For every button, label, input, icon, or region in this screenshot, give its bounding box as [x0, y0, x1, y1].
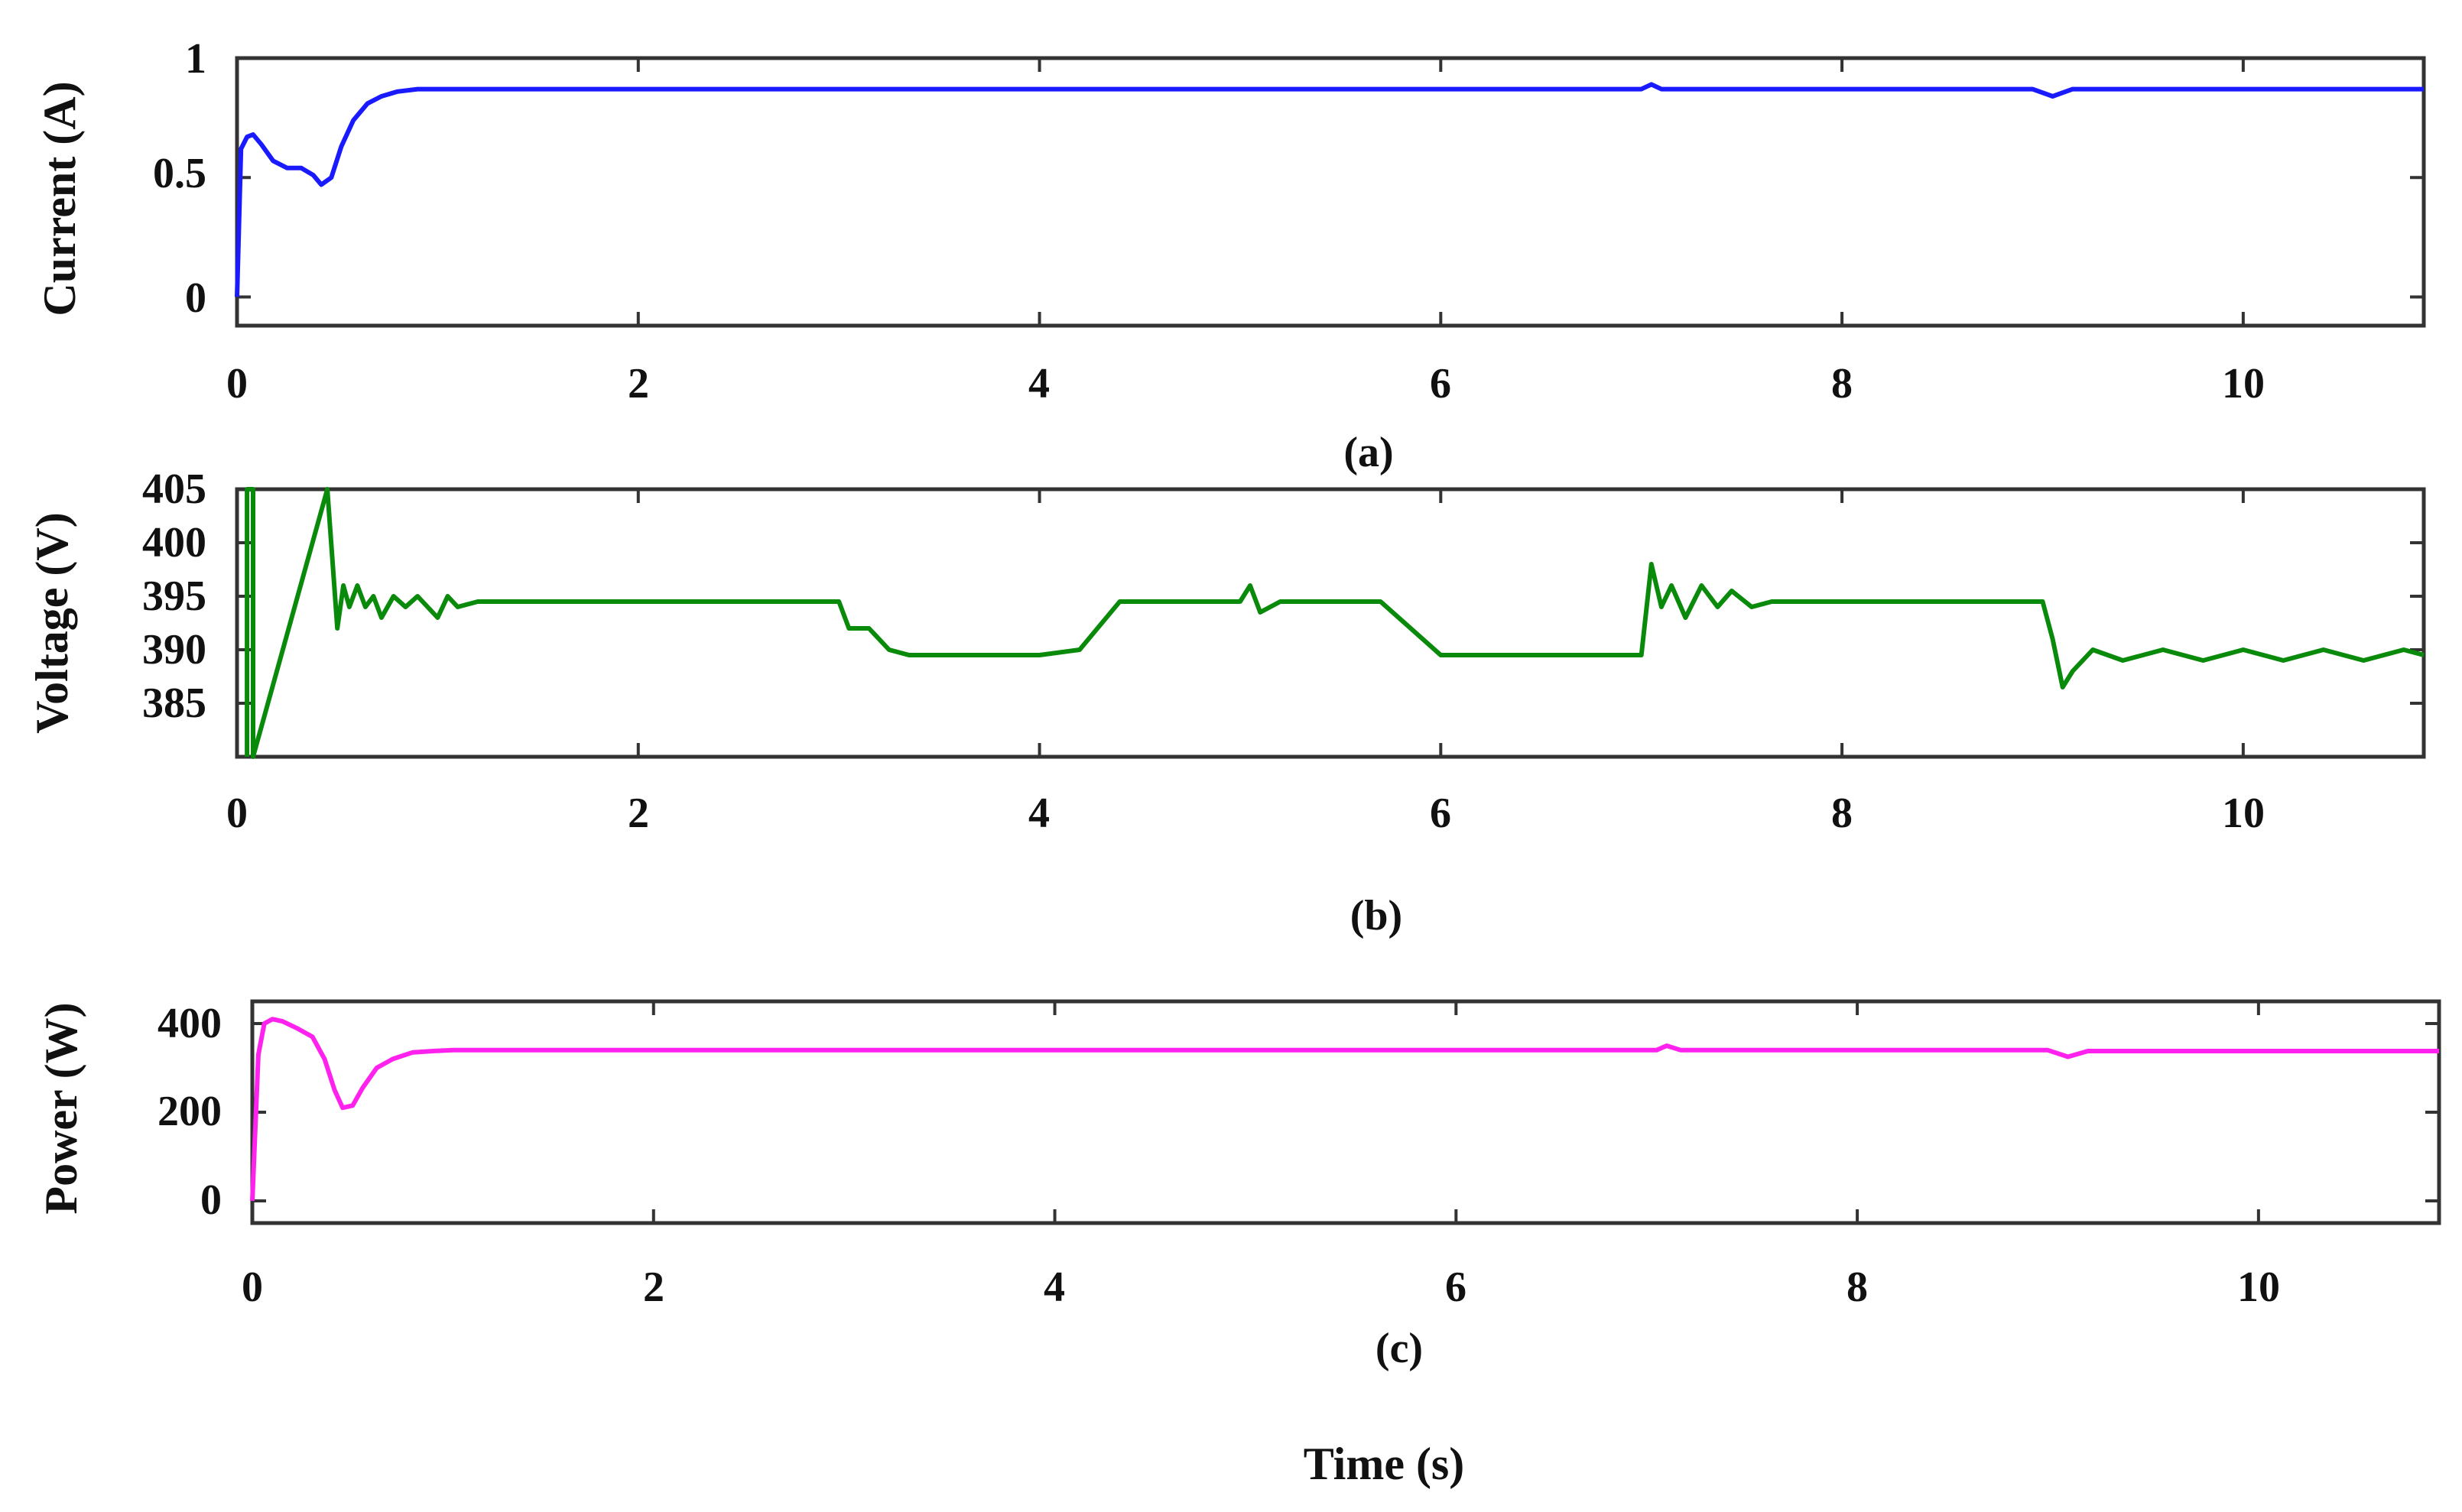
tick-marks-current — [235, 57, 2424, 326]
caption-a: (a) — [1343, 429, 1393, 476]
tick-marks-power — [251, 1001, 2439, 1223]
x-tick-label-current-2: 2 — [628, 360, 649, 407]
power-series-line — [250, 1017, 2439, 1202]
plot-frame-power — [250, 999, 2441, 1225]
y-tick-label-current-0: 0 — [185, 274, 206, 322]
y-tick-label-voltage-400: 400 — [142, 519, 206, 566]
x-tick-label-current-6: 6 — [1430, 360, 1451, 407]
x-tick-label-power-6: 6 — [1445, 1264, 1466, 1311]
y-tick-label-voltage-390: 390 — [142, 626, 206, 673]
y-tick-label-voltage-385: 385 — [142, 680, 206, 727]
panel-voltage: 385 390 395 400 405 0 2 4 6 8 10 Voltage… — [27, 466, 2426, 939]
y-tick-label-voltage-395: 395 — [142, 573, 206, 620]
x-tick-label-voltage-4: 4 — [1028, 790, 1050, 837]
plot-frame-voltage — [235, 487, 2426, 759]
x-tick-label-voltage-10: 10 — [2222, 790, 2265, 837]
x-tick-label-voltage-0: 0 — [226, 790, 248, 837]
x-tick-label-voltage-6: 6 — [1430, 790, 1451, 837]
x-tick-label-voltage-8: 8 — [1831, 790, 1853, 837]
y-tick-label-current-2: 1 — [185, 35, 206, 83]
y-tick-label-current-1: 0.5 — [153, 150, 206, 197]
y-tick-label-power-0: 0 — [200, 1176, 222, 1224]
x-tick-label-current-4: 4 — [1028, 360, 1050, 407]
tick-marks-voltage — [235, 488, 2424, 757]
x-axis-title-time: Time (s) — [1304, 1439, 1465, 1489]
y-tick-label-voltage-405: 405 — [142, 466, 206, 513]
x-tick-label-power-8: 8 — [1846, 1264, 1868, 1311]
x-tick-label-power-2: 2 — [643, 1264, 664, 1311]
caption-b: (b) — [1350, 892, 1402, 939]
voltage-series-line — [245, 487, 2425, 759]
panel-current: 0 0.5 1 0 2 4 6 8 10 Current (A) (a) — [34, 35, 2426, 476]
x-tick-label-current-8: 8 — [1831, 360, 1853, 407]
caption-c: (c) — [1376, 1325, 1423, 1372]
y-axis-title-voltage: Voltage (V) — [27, 512, 77, 733]
panel-power: 0 200 400 0 2 4 6 8 10 Power (W) (c) — [36, 999, 2441, 1372]
x-tick-label-current-10: 10 — [2222, 360, 2265, 407]
y-tick-label-power-400: 400 — [158, 1000, 222, 1047]
y-tick-label-power-200: 200 — [158, 1088, 222, 1135]
x-tick-label-power-0: 0 — [242, 1264, 263, 1311]
x-tick-label-current-0: 0 — [226, 360, 248, 407]
y-axis-title-power: Power (W) — [36, 1002, 86, 1214]
x-tick-label-power-4: 4 — [1044, 1264, 1065, 1311]
current-series-line — [235, 82, 2424, 297]
x-tick-label-power-10: 10 — [2237, 1264, 2280, 1311]
x-tick-label-voltage-2: 2 — [628, 790, 649, 837]
y-axis-title-current: Current (A) — [34, 81, 85, 316]
plot-frame-current — [235, 56, 2426, 328]
